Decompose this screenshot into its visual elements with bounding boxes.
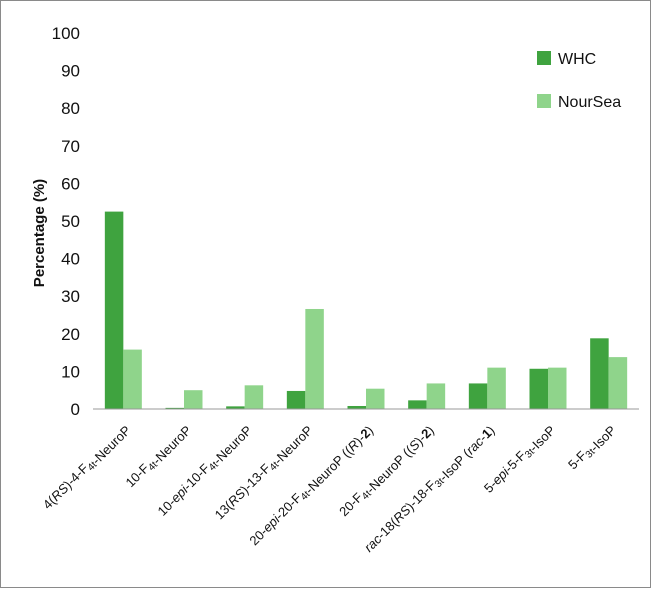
y-tick-label: 90 <box>61 62 80 81</box>
bars <box>104 211 628 409</box>
bar-noursea-8 <box>548 367 567 409</box>
legend: WHC NourSea <box>537 51 621 111</box>
x-tick-label: rac-18(RS)-18-F3t-IsoP (rac-1) <box>361 421 498 558</box>
x-tick-label: 13(RS)-13-F4t-NeuroP <box>212 421 316 525</box>
bar-whc-4 <box>286 390 306 409</box>
bar-whc-6 <box>408 400 427 409</box>
bar-whc-9 <box>590 338 609 409</box>
x-tick-label: 4(RS)-4-F4t-NeuroP <box>40 421 134 515</box>
y-tick-label: 40 <box>61 250 80 269</box>
x-tick-label: 20-epi-20-F4t-NeuroP ((R)-2) <box>246 421 376 551</box>
bar-whc-7 <box>468 383 488 409</box>
bar-noursea-1 <box>123 349 142 409</box>
bar-noursea-3 <box>244 385 264 409</box>
x-tick-label: 5-epi-5-F3t-IsoP <box>481 421 558 498</box>
y-axis-label: Percentage (%) <box>31 179 48 287</box>
y-tick-label: 20 <box>61 325 80 344</box>
y-tick-label: 100 <box>52 24 80 43</box>
y-tick-label: 30 <box>61 287 80 306</box>
bar-whc-8 <box>529 368 548 409</box>
y-tick-label: 50 <box>61 212 80 231</box>
bar-noursea-5 <box>366 388 385 409</box>
x-tick-label: 5-F3t-IsoP <box>565 421 619 475</box>
legend-swatch-whc <box>537 51 551 65</box>
y-tick-label: 60 <box>61 174 80 193</box>
bar-noursea-7 <box>487 367 506 409</box>
bar-whc-5 <box>347 405 366 409</box>
bar-whc-3 <box>226 406 245 409</box>
y-axis-ticks: 0 10 20 30 40 50 60 70 80 90 100 <box>52 24 80 419</box>
legend-label-whc: WHC <box>558 51 596 68</box>
x-axis-tick-labels: 4(RS)-4-F4t-NeuroP10-F4t-NeuroP10-epi-10… <box>40 421 619 558</box>
y-tick-label: 70 <box>61 137 80 156</box>
y-tick-label: 80 <box>61 99 80 118</box>
bar-noursea-4 <box>305 308 324 409</box>
legend-label-noursea: NourSea <box>558 94 621 111</box>
y-tick-label: 10 <box>61 362 80 381</box>
y-tick-label: 0 <box>71 400 80 419</box>
bar-noursea-9 <box>608 357 628 409</box>
bar-whc-2 <box>165 407 184 409</box>
bar-whc-1 <box>104 211 124 409</box>
bar-noursea-2 <box>184 390 203 409</box>
legend-swatch-noursea <box>537 94 551 108</box>
bar-noursea-6 <box>426 383 446 409</box>
